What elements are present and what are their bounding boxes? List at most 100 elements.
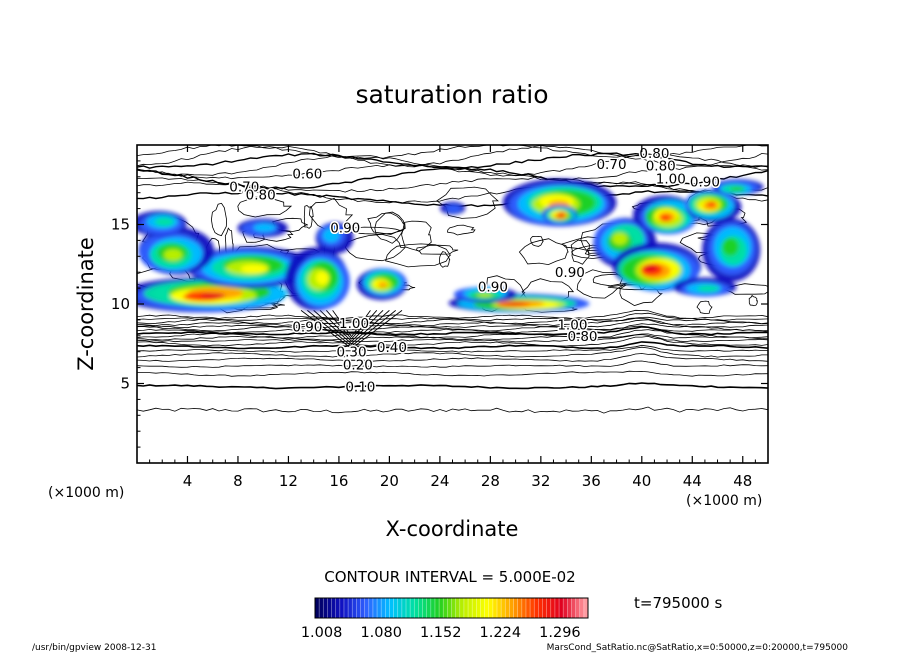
colorbar-cell <box>319 598 324 618</box>
x-tick-label: 4 <box>183 472 193 490</box>
colorbar-cell <box>538 598 543 618</box>
colorbar-cell <box>554 598 560 618</box>
colorbar-cell <box>327 598 332 618</box>
contour-label: 1.00 <box>339 316 369 332</box>
colorbar-cell <box>335 598 341 618</box>
colorbar-cell <box>550 598 556 618</box>
colorbar-cell <box>509 598 514 618</box>
colorbar-tick-label: 1.080 <box>360 625 402 641</box>
contour-line <box>137 323 768 332</box>
colorbar-cell <box>583 598 589 618</box>
shaded-saturation-field <box>137 178 764 313</box>
x-tick-label: 32 <box>531 472 550 490</box>
colorbar-cell <box>381 598 386 618</box>
y-axis-label: Z-coordinate <box>74 237 98 371</box>
colorbar-cell <box>579 598 585 618</box>
colorbar-cell <box>430 598 436 618</box>
contour-line <box>576 269 628 299</box>
time-label: t=795000 s <box>634 594 722 612</box>
colorbar-cell <box>343 598 349 618</box>
colorbar-cell <box>513 598 518 618</box>
colorbar-cell <box>546 598 552 618</box>
saturation-blob <box>730 186 745 192</box>
contour-line <box>325 310 378 340</box>
colorbar-cell <box>484 598 490 618</box>
colorbar-cell <box>534 598 539 618</box>
contour-labels: 0.800.70 0.801.00 0.900.600.700.800.900.90… <box>228 145 722 397</box>
plot-area: 0.800.70 0.801.00 0.900.600.700.800.900.90… <box>136 144 769 464</box>
contour-line <box>137 309 768 319</box>
colorbar-cell <box>563 598 568 618</box>
contour-label: 0.80 <box>639 146 669 162</box>
colorbar-cell <box>497 598 502 618</box>
colorbar-tick-label: 1.296 <box>539 625 581 641</box>
colorbar-cell <box>401 598 407 618</box>
contour-label: 0.90 <box>478 280 508 296</box>
colorbar-tick-labels: 1.008 1.080 1.152 1.224 1.296 <box>301 625 581 641</box>
colorbar-cell <box>426 598 432 618</box>
colorbar-tick-label: 1.224 <box>480 625 522 641</box>
x-axis-label: X-coordinate <box>386 517 519 541</box>
contour-line <box>137 382 768 390</box>
contour-label: 0.30 <box>337 345 367 361</box>
contour-line <box>696 300 713 315</box>
y-tick-label: 5 <box>120 375 130 393</box>
x-tick-label: 28 <box>481 472 500 490</box>
contour-line <box>137 326 768 336</box>
colorbar-cell <box>480 598 485 618</box>
colorbar-cell <box>422 598 427 618</box>
x-tick-label: 48 <box>733 472 752 490</box>
contour-line <box>530 235 544 247</box>
contour-line <box>137 317 768 327</box>
contour-label: 0.60 <box>292 167 322 183</box>
x-tick-label: 12 <box>279 472 298 490</box>
colorbar-cell <box>348 598 353 618</box>
colorbar-cell <box>439 598 444 618</box>
saturation-blob <box>477 293 493 297</box>
colorbar-cell <box>368 598 374 618</box>
contour-label: 0.20 <box>343 357 373 373</box>
colorbar-cell <box>414 598 419 618</box>
contour-line <box>385 243 452 268</box>
colorbar: 1.008 1.080 1.152 1.224 1.296 <box>301 597 589 641</box>
saturation-blob <box>240 264 268 274</box>
contour-line <box>518 238 569 266</box>
saturation-blob <box>503 302 525 306</box>
contour-label: 1.00 <box>656 171 686 187</box>
colorbar-cell <box>352 598 357 618</box>
colorbar-cell <box>315 598 320 618</box>
contour-line <box>367 212 406 235</box>
contour-line <box>439 251 451 268</box>
contour-line <box>137 360 768 368</box>
saturation-blob <box>163 249 183 261</box>
saturation-blob <box>722 237 739 256</box>
contour-interval-text: CONTOUR INTERVAL = 5.000E-02 <box>324 568 575 586</box>
colorbar-cell <box>397 598 403 618</box>
contour-line <box>137 344 768 353</box>
colorbar-cell <box>492 598 498 618</box>
saturation-blob <box>660 214 671 222</box>
colorbar-cell <box>455 598 461 618</box>
colorbar-tick-label: 1.008 <box>301 625 343 641</box>
y-tick-label: 15 <box>111 216 130 234</box>
x-axis: 4 8 12 16 20 24 28 32 36 40 44 48 <box>149 145 756 490</box>
contour-line <box>313 310 390 345</box>
colorbar-cell <box>410 598 415 618</box>
colorbar-cell <box>488 598 494 618</box>
contour-label: 0.70 <box>229 179 259 195</box>
x-tick-label: 36 <box>582 472 601 490</box>
contour-label: 0.80 <box>567 329 597 345</box>
contour-line <box>137 329 768 339</box>
colorbar-cell <box>356 598 361 618</box>
contour-line <box>300 310 403 350</box>
contour-label: 1.00 <box>557 318 587 334</box>
x-tick-label: 16 <box>329 472 348 490</box>
contour-line <box>137 341 768 350</box>
colorbar-cell <box>443 598 448 618</box>
contour-line <box>137 370 768 377</box>
colorbar-tick-label: 1.152 <box>420 625 462 641</box>
contour-line <box>137 406 768 414</box>
saturation-blob <box>706 201 717 207</box>
contour-line <box>137 346 768 358</box>
contour-line <box>137 167 768 190</box>
